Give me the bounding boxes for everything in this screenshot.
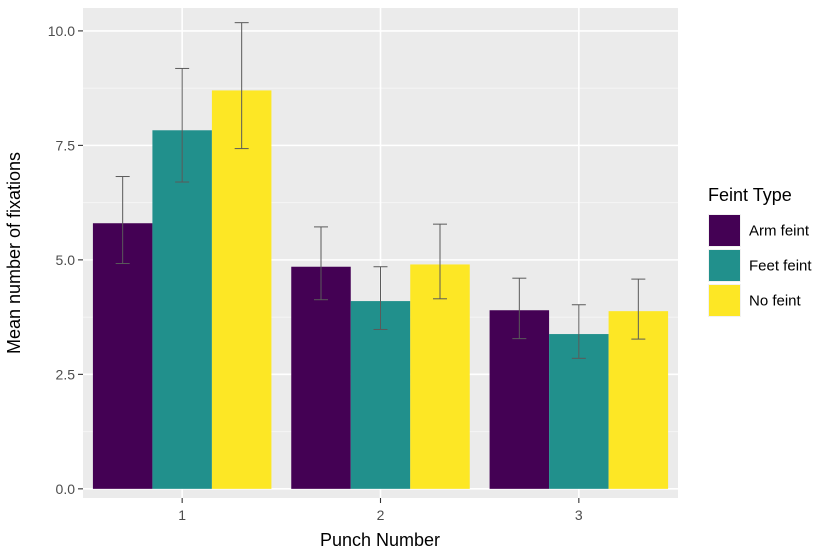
x-tick-label: 3: [575, 507, 583, 523]
legend-swatch: [709, 215, 740, 246]
y-axis: 0.0 2.5 5.0 7.5 10.0: [48, 23, 83, 497]
legend-label: Arm feint: [749, 223, 810, 240]
y-tick-label: 7.5: [56, 137, 76, 153]
error-bars: [115, 22, 646, 359]
bar: [608, 311, 669, 489]
legend-label: No feint: [749, 293, 802, 310]
legend-title: Feint Type: [708, 185, 792, 205]
bar: [152, 130, 212, 489]
bar: [92, 223, 153, 489]
y-tick-label: 0.0: [56, 481, 76, 497]
legend-label: Feet feint: [749, 258, 812, 275]
bar: [211, 90, 272, 489]
bar: [291, 266, 351, 489]
y-axis-title: Mean number of fixations: [4, 152, 24, 354]
x-tick-label: 1: [178, 507, 186, 523]
legend-swatch: [709, 250, 740, 281]
x-axis: 1 2 3: [178, 498, 583, 523]
bar: [410, 264, 470, 489]
x-tick-label: 2: [377, 507, 385, 523]
bar: [549, 334, 609, 489]
bars: [92, 90, 669, 489]
bar: [350, 301, 411, 489]
y-tick-label: 5.0: [56, 252, 76, 268]
legend: Feint Type Arm feint Feet feint No feint: [708, 185, 812, 317]
x-axis-title: Punch Number: [320, 530, 440, 550]
y-tick-label: 10.0: [48, 23, 75, 39]
legend-swatch: [709, 285, 740, 316]
bar: [489, 310, 550, 489]
y-tick-label: 2.5: [56, 366, 76, 382]
